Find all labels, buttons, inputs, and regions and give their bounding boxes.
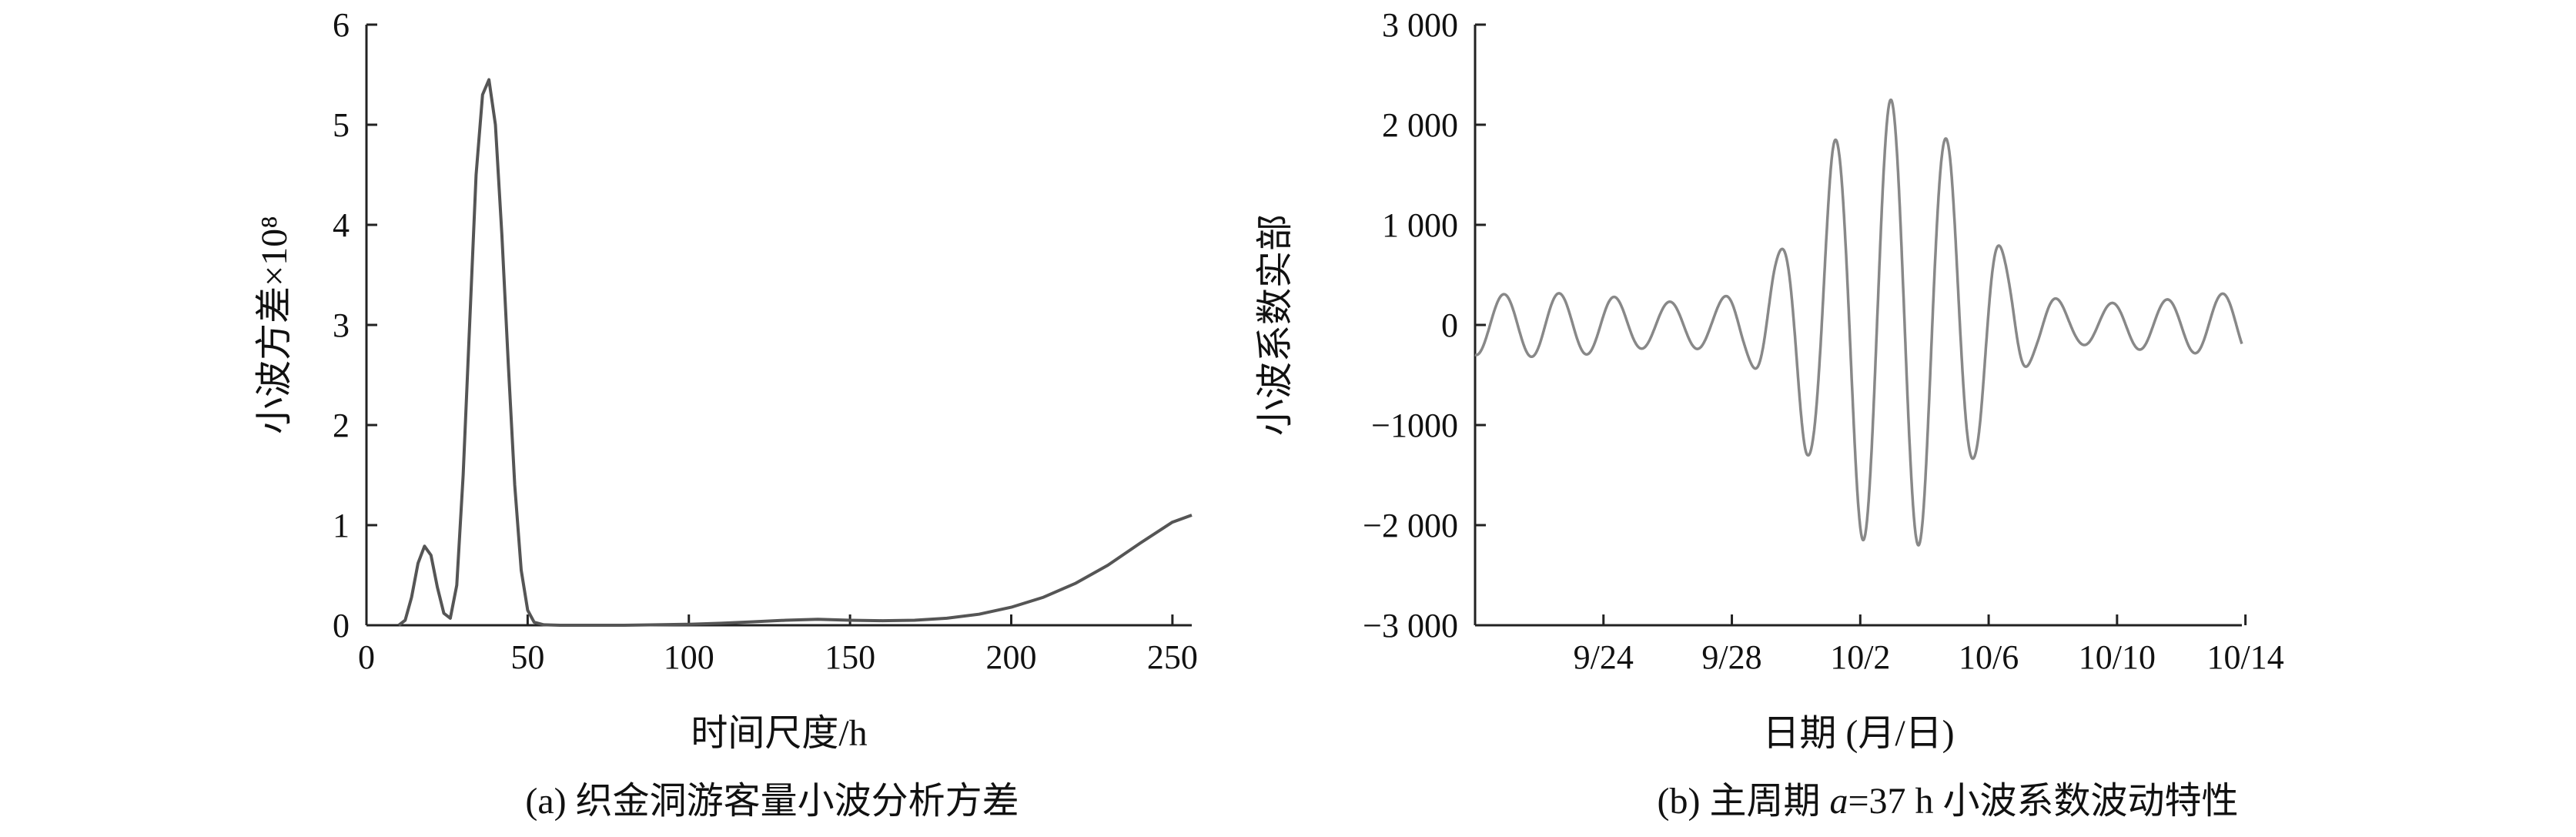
chart-a-x-tick-label: 250: [1147, 638, 1198, 676]
chart-b-x-tick-label: 10/14: [2207, 638, 2284, 676]
chart-b-x-tick-label: 10/2: [1830, 638, 1890, 676]
chart-a-x-tick-label: 150: [825, 638, 875, 676]
chart-a-variance-line: [397, 78, 1193, 627]
chart-b-y-tick-label: 2 000: [1382, 106, 1458, 144]
chart-a-y-tick-label: 4: [333, 206, 350, 244]
chart-b: 9/24 9/28 10/2 10/6 10/10 10/14 −3 000−2 000−…: [1255, 6, 2284, 822]
chart-b-y-tick-label: −1000: [1371, 407, 1458, 444]
chart-b-y-tick-label: −2 000: [1363, 507, 1458, 544]
chart-a-x-label: 时间尺度/h: [691, 713, 867, 754]
chart-a-y-tick-label: 0: [333, 607, 350, 644]
chart-a-y-tick-label: 5: [333, 106, 350, 144]
chart-b-x-tick-label: 10/6: [1959, 638, 2019, 676]
chart-a-x-tick-label: 50: [510, 638, 544, 676]
chart-a-caption: (a) 织金洞游客量小波分析方差: [525, 781, 1019, 822]
chart-a-x-tick-label: 0: [358, 638, 375, 676]
chart-b-y-ticks: −3 000 −2 000 −1000 0 1 000 2 000 3 000: [1363, 6, 1486, 644]
chart-b-y-tick-label: −3 000: [1363, 607, 1458, 644]
chart-a-y-ticks: 0 1 2 3 4 5 6: [333, 6, 377, 644]
chart-b-caption-post: =37 h 小波系数波动特性: [1848, 781, 2238, 822]
chart-a-y-tick-label: 6: [333, 6, 350, 44]
chart-b-coefficient-line: [1474, 98, 2243, 547]
chart-a-x-ticks: 0 50 100 150 200 250: [358, 614, 1198, 676]
chart-b-x-tick-label: 9/28: [1701, 638, 1761, 676]
chart-a-y-label: 小波方差×10⁸: [254, 216, 295, 434]
chart-b-y-tick-label: 3 000: [1382, 6, 1458, 44]
chart-a-y-tick-label: 3: [333, 306, 350, 344]
chart-b-y-label: 小波系数实部: [1255, 214, 1296, 436]
chart-a-x-tick-label: 100: [664, 638, 714, 676]
chart-b-y-tick-label: 1 000: [1382, 206, 1458, 244]
chart-a-y-tick-label: 2: [333, 407, 350, 444]
chart-b-x-tick-label: 10/10: [2079, 638, 2156, 676]
chart-b-caption-italic: a: [1829, 781, 1848, 822]
chart-b-caption-pre: (b) 主周期: [1657, 781, 1829, 822]
chart-b-x-label: 日期 (月/日): [1762, 713, 1954, 754]
chart-a-x-tick-label: 200: [986, 638, 1037, 676]
chart-b-y-tick-label: 0: [1441, 306, 1458, 344]
chart-a-y-tick-label: 1: [333, 507, 350, 544]
chart-b-caption: (b) 主周期 a=37 h 小波系数波动特性: [1657, 781, 2238, 822]
chart-b-x-tick-label: 9/24: [1574, 638, 1634, 676]
chart-b-x-ticks: 9/24 9/28 10/2 10/6 10/10 10/14: [1574, 614, 2284, 676]
